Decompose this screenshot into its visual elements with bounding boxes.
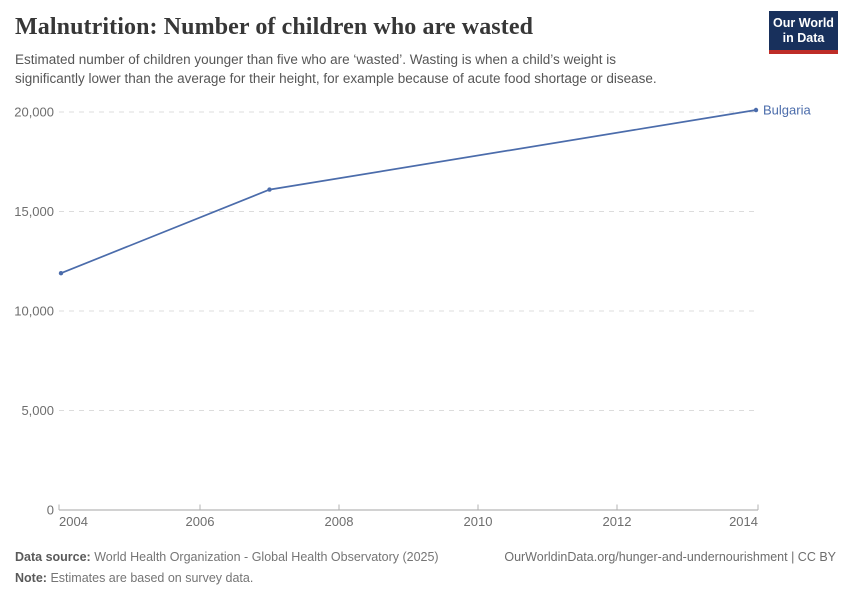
- data-point: [58, 270, 64, 276]
- footer-row-note: Note: Estimates are based on survey data…: [15, 568, 836, 589]
- data-line: [60, 109, 757, 274]
- owid-url-text: OurWorldinData.org/hunger-and-undernouri…: [504, 550, 836, 564]
- x-axis-tick-label: 2012: [603, 514, 632, 529]
- page-title: Malnutrition: Number of children who are…: [15, 14, 534, 40]
- footer-row-datasource: Data source: World Health Organization -…: [15, 547, 836, 568]
- x-axis-tick-label: 2010: [464, 514, 493, 529]
- line-chart: 0 5,000 10,000 15,000 20,000 2004 2006 2008 2010…: [14, 103, 811, 529]
- data-point: [753, 107, 759, 113]
- note-label: Note:: [15, 571, 47, 585]
- y-axis-tick-label: 5,000: [21, 403, 54, 418]
- y-axis-tick-label: 15,000: [14, 204, 54, 219]
- datasource-text: Data source: World Health Organization -…: [15, 547, 439, 568]
- series-entity-label: Bulgaria: [763, 103, 811, 118]
- owid-logo-line2: in Data: [782, 31, 825, 45]
- chart-area: 0 5,000 10,000 15,000 20,000 2004 2006 2008 2010…: [0, 95, 850, 540]
- x-axis-tick-label: 2008: [325, 514, 354, 529]
- y-axis-tick-label: 10,000: [14, 304, 54, 319]
- datasource-label: Data source:: [15, 550, 91, 564]
- owid-logo-line1: Our World: [773, 16, 834, 30]
- x-axis-tick-label: 2004: [59, 514, 88, 529]
- y-axis-tick-label: 20,000: [14, 105, 54, 120]
- x-axis-tick-label: 2006: [186, 514, 215, 529]
- owid-logo: Our World in Data: [769, 11, 838, 54]
- chart-subtitle: Estimated number of children younger tha…: [15, 52, 657, 86]
- y-axis-tick-label: 0: [47, 503, 54, 518]
- chart-footer: Data source: World Health Organization -…: [15, 547, 836, 589]
- data-point: [267, 187, 272, 192]
- note-value: Estimates are based on survey data.: [50, 571, 254, 585]
- datasource-value: World Health Organization - Global Healt…: [94, 550, 439, 564]
- x-axis-tick-label: 2014: [729, 514, 758, 529]
